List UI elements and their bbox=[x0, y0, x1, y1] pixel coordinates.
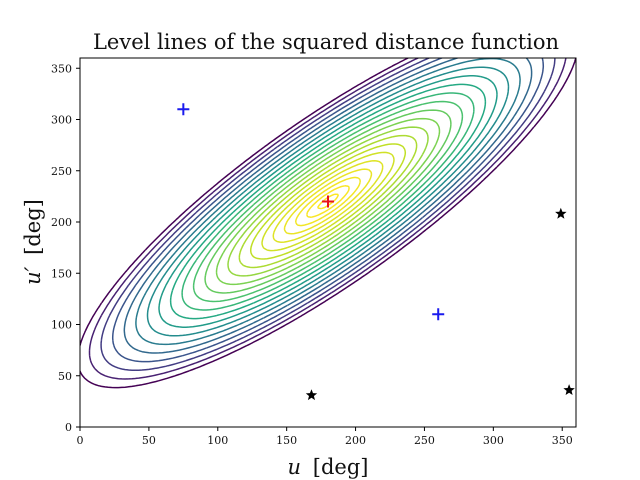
contour-level-line bbox=[306, 185, 350, 219]
markers bbox=[177, 103, 575, 401]
x-tick-label: 350 bbox=[552, 434, 573, 447]
y-tick-label: 350 bbox=[51, 62, 72, 75]
y-tick-label: 0 bbox=[65, 421, 72, 434]
contour-level-line bbox=[294, 176, 361, 227]
plot-frame bbox=[79, 57, 577, 428]
contour-level-line bbox=[238, 134, 418, 269]
y-tick-label: 50 bbox=[58, 370, 72, 383]
contour-level-line bbox=[100, 58, 556, 372]
y-axis-unit: [deg] bbox=[21, 199, 45, 255]
y-tick-label: 150 bbox=[51, 267, 72, 280]
contour-level-line bbox=[181, 92, 475, 311]
x-tick-label: 200 bbox=[345, 434, 366, 447]
star-marker bbox=[563, 384, 575, 395]
y-axis-label: u′ [deg] bbox=[21, 199, 45, 285]
star-marker bbox=[555, 207, 567, 219]
contour-level-line bbox=[272, 160, 384, 243]
contour-lines bbox=[80, 58, 576, 389]
x-tick-label: 0 bbox=[77, 434, 84, 447]
contour-level-line bbox=[146, 66, 510, 337]
contour-level-line bbox=[123, 58, 533, 354]
contour-level-line bbox=[192, 100, 464, 303]
x-axis-var: u bbox=[288, 455, 302, 479]
contour-level-line bbox=[215, 117, 441, 286]
contour-level-line bbox=[249, 143, 407, 260]
x-axis-label: u [deg] bbox=[288, 455, 369, 479]
contour-level-line bbox=[227, 126, 429, 277]
x-tick-label: 300 bbox=[483, 434, 504, 447]
y-axis-var: u′ bbox=[21, 266, 45, 285]
contour-level-line bbox=[88, 58, 567, 380]
plus-marker bbox=[432, 308, 445, 321]
x-tick-label: 150 bbox=[276, 434, 297, 447]
plus-marker bbox=[177, 103, 190, 116]
plus-marker bbox=[322, 195, 334, 208]
contour-level-line bbox=[261, 151, 395, 252]
y-axis-ticks: 0 50 100 150 200 250 300 350 bbox=[51, 62, 80, 434]
contour-level-line bbox=[204, 109, 452, 294]
contour-level-line bbox=[135, 58, 521, 346]
contour-level-line bbox=[111, 58, 545, 363]
contour-level-line bbox=[169, 83, 487, 320]
x-axis-ticks: 0 50 100 150 200 250 300 350 bbox=[77, 427, 573, 447]
y-tick-label: 100 bbox=[51, 319, 72, 332]
x-tick-label: 50 bbox=[142, 434, 156, 447]
x-tick-label: 100 bbox=[207, 434, 228, 447]
chart-title: Level lines of the squared distance func… bbox=[93, 30, 559, 54]
contour-level-line bbox=[283, 168, 373, 235]
y-tick-label: 200 bbox=[51, 216, 72, 229]
y-tick-label: 250 bbox=[51, 165, 72, 178]
x-tick-label: 250 bbox=[414, 434, 435, 447]
contour-level-line bbox=[80, 58, 576, 389]
contour-level-line bbox=[158, 75, 498, 328]
star-marker bbox=[305, 389, 318, 401]
x-axis-unit: [deg] bbox=[313, 455, 369, 479]
y-tick-label: 300 bbox=[51, 114, 72, 127]
